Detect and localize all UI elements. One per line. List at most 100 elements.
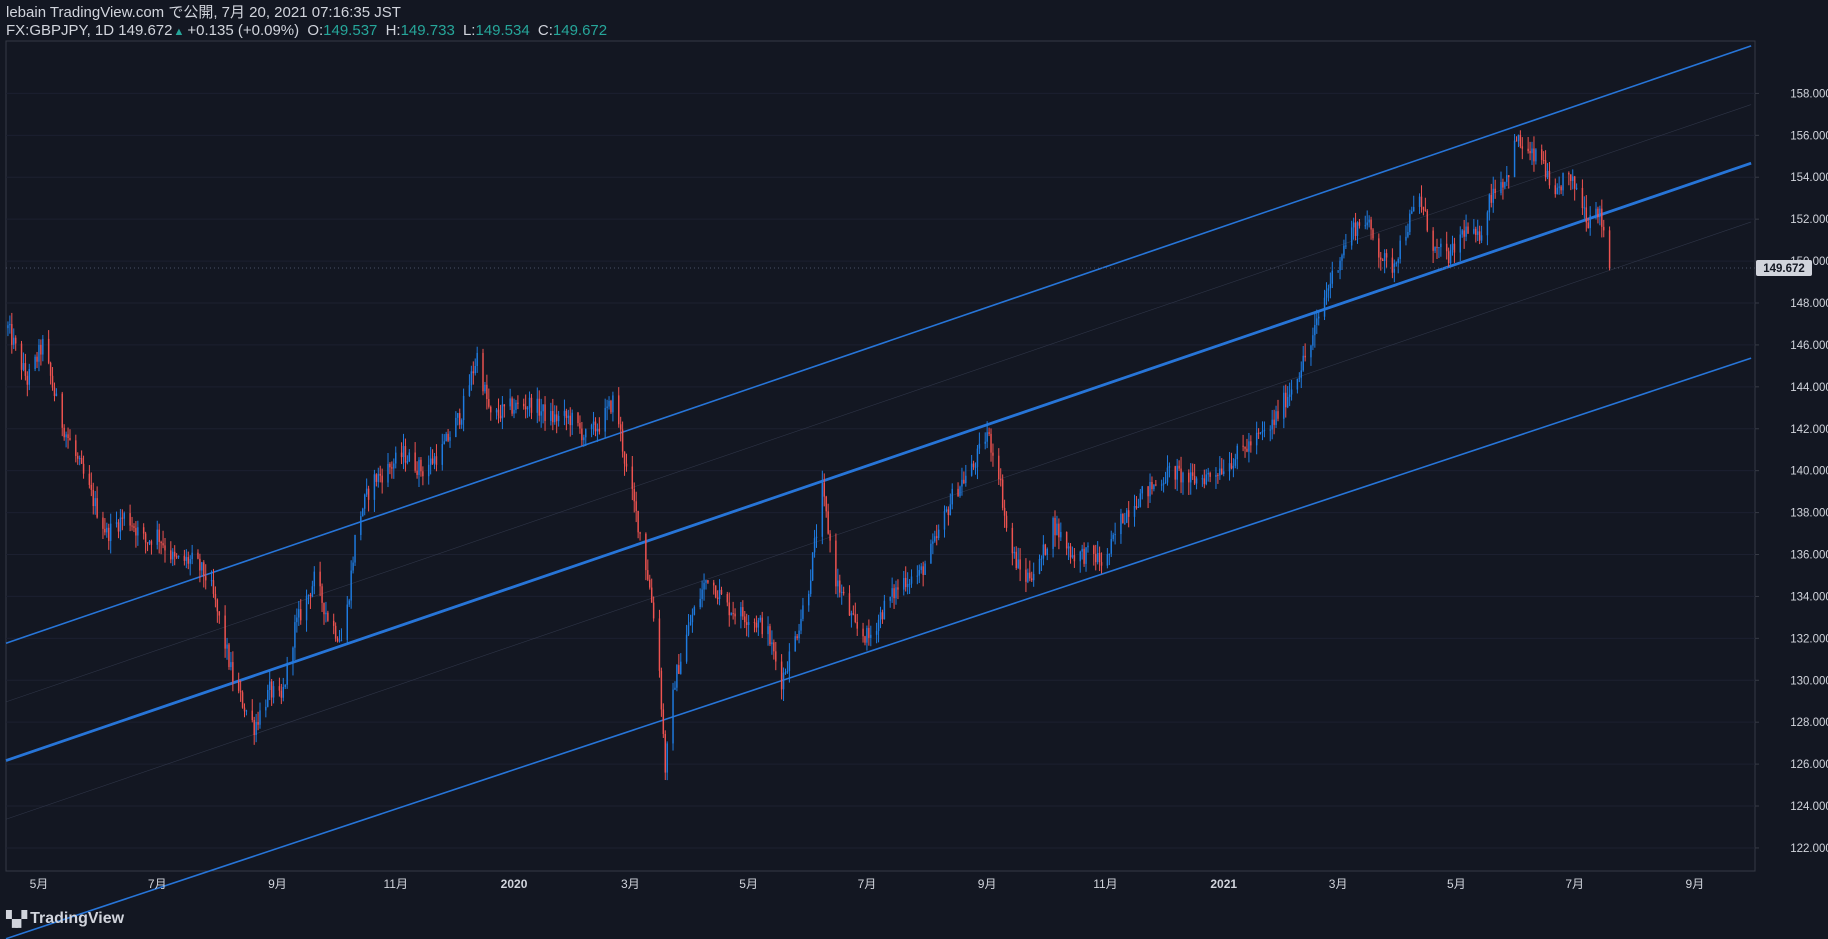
candle-body xyxy=(1201,478,1204,480)
candle-body xyxy=(1463,230,1465,237)
candle-body xyxy=(1573,176,1576,189)
candle-body xyxy=(1209,472,1211,477)
price-change: +0.135 (+0.09%) xyxy=(187,22,300,39)
candle-body xyxy=(813,538,816,553)
candle-body xyxy=(1232,465,1235,469)
candle-body xyxy=(175,556,178,558)
candle-body xyxy=(1339,260,1341,271)
y-axis[interactable]: 122.000 124.000 126.000 128.000 130.000 132.0… xyxy=(1755,88,1828,855)
y-tick-label: 142.000 xyxy=(1790,424,1828,436)
candle-body xyxy=(802,605,804,619)
candle-body xyxy=(313,571,316,587)
candle-body xyxy=(1327,288,1330,291)
candle-body xyxy=(918,570,921,576)
candle-body xyxy=(680,661,682,674)
candle-body xyxy=(555,414,558,422)
candle-body xyxy=(1480,235,1483,241)
candle-body xyxy=(848,593,851,616)
candle-body xyxy=(53,387,56,397)
candle-body xyxy=(868,627,870,638)
candle-body xyxy=(280,690,283,698)
candle-body xyxy=(577,412,579,424)
candle-body xyxy=(133,526,135,528)
candle-body xyxy=(20,343,23,370)
candle-body xyxy=(429,458,432,465)
candle-body xyxy=(1352,222,1355,228)
candle-body xyxy=(515,402,517,410)
candle-body xyxy=(517,402,519,404)
candle-body xyxy=(800,618,802,631)
candle-body xyxy=(457,413,459,418)
candle-body xyxy=(47,338,50,363)
candle-body xyxy=(447,433,449,441)
candle-body xyxy=(1222,471,1225,475)
candle-body xyxy=(265,706,267,711)
symbol-info[interactable]: FX:GBPJPY, 1D 149.672 xyxy=(6,22,173,39)
candle-body xyxy=(1298,377,1301,379)
low-label: L: xyxy=(462,22,476,39)
x-tick-label: 7月 xyxy=(148,877,167,891)
candle-body xyxy=(1166,467,1169,483)
candle-body xyxy=(1259,432,1262,434)
x-tick-label: 9月 xyxy=(1686,877,1705,891)
candle-body xyxy=(1475,228,1477,235)
candle-body xyxy=(658,618,661,671)
candle-body xyxy=(92,489,94,507)
candle-body xyxy=(482,352,484,392)
candle-body xyxy=(877,619,880,631)
candle-body xyxy=(1597,208,1599,218)
plot-area[interactable] xyxy=(5,40,1756,872)
candle-body xyxy=(910,576,913,584)
candle-body xyxy=(389,463,391,468)
candle-body xyxy=(1506,175,1508,182)
candle-body xyxy=(775,651,777,662)
candle-body xyxy=(1490,194,1493,203)
candle-body xyxy=(14,337,17,344)
candle-body xyxy=(377,473,380,482)
candle-body xyxy=(1492,188,1494,203)
candle-body xyxy=(305,595,308,621)
candle-body xyxy=(1100,562,1103,566)
tradingview-logo[interactable]: ▚▞ TradingView xyxy=(6,910,124,928)
candle-body xyxy=(1162,483,1165,485)
candle-body xyxy=(1060,531,1062,538)
candle-body xyxy=(218,611,221,616)
candle-body xyxy=(864,636,866,643)
candle-body xyxy=(137,527,139,536)
candle-body xyxy=(583,437,585,441)
candle-body xyxy=(172,551,174,560)
candle-body xyxy=(685,634,688,662)
candle-body xyxy=(963,479,965,484)
candle-body xyxy=(1372,229,1374,239)
candle-body xyxy=(1230,463,1233,469)
candle-body xyxy=(959,486,961,496)
candle-body xyxy=(1058,523,1060,538)
candle-body xyxy=(26,375,29,385)
candle-body xyxy=(1190,472,1192,483)
candle-body xyxy=(135,527,137,536)
candle-body xyxy=(761,617,763,635)
candle-body xyxy=(1147,486,1149,497)
x-axis[interactable]: 5月 7月 9月 11月 2020 3月 5月 7月 9月 11月 2021 3月 5月 7月 9月 xyxy=(30,877,1705,891)
candle-body xyxy=(1188,472,1190,483)
candle-body xyxy=(1422,206,1425,210)
chart-header: lebain TradingView.com で公開, 7月 20, 2021 … xyxy=(6,4,607,41)
candle-body xyxy=(1581,187,1584,209)
candle-body xyxy=(808,593,810,606)
candle-body xyxy=(296,617,298,623)
channel-line-upper-mid xyxy=(5,104,1752,703)
candle-body xyxy=(1461,230,1463,235)
candle-body xyxy=(1248,441,1250,452)
candle-body xyxy=(726,594,729,603)
candle-body xyxy=(495,409,498,413)
last-price-label: 149.672 xyxy=(1763,263,1805,275)
candle-body xyxy=(771,642,773,645)
candle-body xyxy=(978,443,981,449)
candle-body xyxy=(123,513,126,519)
up-arrow-icon: ▲ xyxy=(173,26,185,38)
candle-body xyxy=(300,609,302,621)
candle-body xyxy=(65,434,67,438)
candle-body xyxy=(936,536,938,538)
candle-body xyxy=(842,591,845,594)
